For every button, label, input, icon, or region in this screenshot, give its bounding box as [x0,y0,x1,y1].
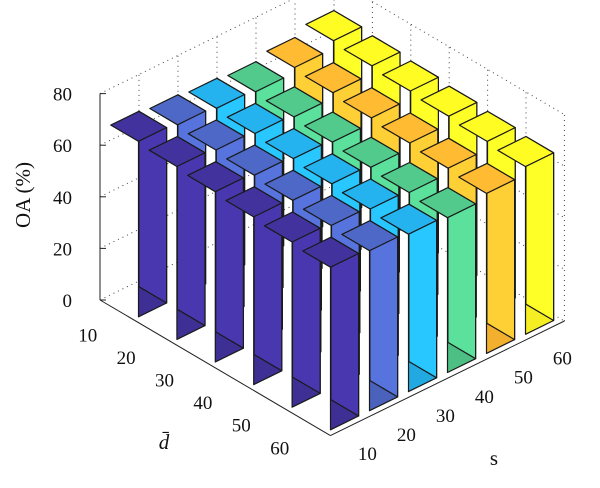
bar-top-face [225,186,283,218]
bar-top-face [265,128,322,160]
s-tick-label: 10 [358,444,377,465]
bar-d60-s10 [302,236,360,431]
bar-top-face [266,36,324,69]
bar-top-face [458,110,516,142]
bar-top-face [302,194,360,227]
bar-top-face [302,236,360,268]
bar-top-face [341,220,399,252]
bar-top-face [227,61,285,93]
bar-d60-s60 [497,135,555,335]
bar-top-face [497,135,555,168]
bar-top-face [263,211,321,243]
s-tick-label: 20 [397,425,416,446]
d-tick-label: 40 [193,393,212,414]
bar-top-face [226,144,283,176]
bar-top-face [148,135,206,168]
s-tick-label: 50 [514,368,533,389]
bar-top-face [264,169,322,201]
d-tick-label: 10 [78,325,97,346]
d-axis-line [99,299,331,437]
bar-top-face [381,112,439,144]
bar-d40-s10 [225,186,283,386]
z-tick-label: 20 [53,239,72,260]
bar-top-face [380,161,438,194]
bar-top-face [458,162,516,194]
d-tick-label: 50 [232,416,251,437]
bar-d10-s10 [110,110,168,318]
bar-top-face [343,87,400,119]
bar-top-face [420,85,478,117]
z-tick-label: 40 [53,188,72,209]
bar-side-face [138,110,168,304]
bar-top-face [187,161,244,193]
bar-d20-s10 [148,135,206,340]
bar-d60-s50 [458,162,516,354]
z-tick-label: 80 [53,85,72,106]
bar-top-face [305,10,363,42]
s-tick-label: 60 [553,349,572,370]
s-axis-line [330,320,565,437]
bar-d60-s40 [419,187,477,374]
d-tick-label: 20 [117,348,136,369]
bar-top-face [341,178,399,210]
z-axis-label: OA (%) [11,162,35,228]
bar-top-face [226,102,284,135]
bar-top-face [343,35,401,67]
axes [99,93,565,437]
bar-top-face [149,94,207,126]
bar-top-face [419,187,477,219]
bar-top-face [303,153,361,185]
d-tick-label: 30 [155,371,174,392]
bar-d60-s30 [380,203,438,393]
bar-top-face [419,137,477,169]
d-axis-label: d̄ [159,430,170,454]
d-tick-label: 60 [270,438,289,459]
z-tick-label: 0 [63,291,73,312]
bar-d60-s20 [341,220,399,412]
s-tick-label: 40 [475,387,494,408]
bar-top-face [380,203,438,235]
bar-top-face [342,136,400,168]
s-tick-label: 30 [436,406,455,427]
bar-top-face [187,119,245,151]
bars [110,10,555,431]
bar-top-face [382,60,439,92]
s-axis-label: s [490,446,498,470]
bar-top-face [188,77,246,109]
tick-labels: 0 20 40 60 80 10 20 30 40 50 60 10 20 30 40 50 60 [53,85,572,465]
bar-top-face [110,110,168,142]
bar-top-face [265,86,323,118]
bar-top-face [304,111,361,143]
z-tick-label: 60 [53,136,72,157]
bar-d30-s10 [187,161,244,363]
bar-top-face [304,62,362,94]
